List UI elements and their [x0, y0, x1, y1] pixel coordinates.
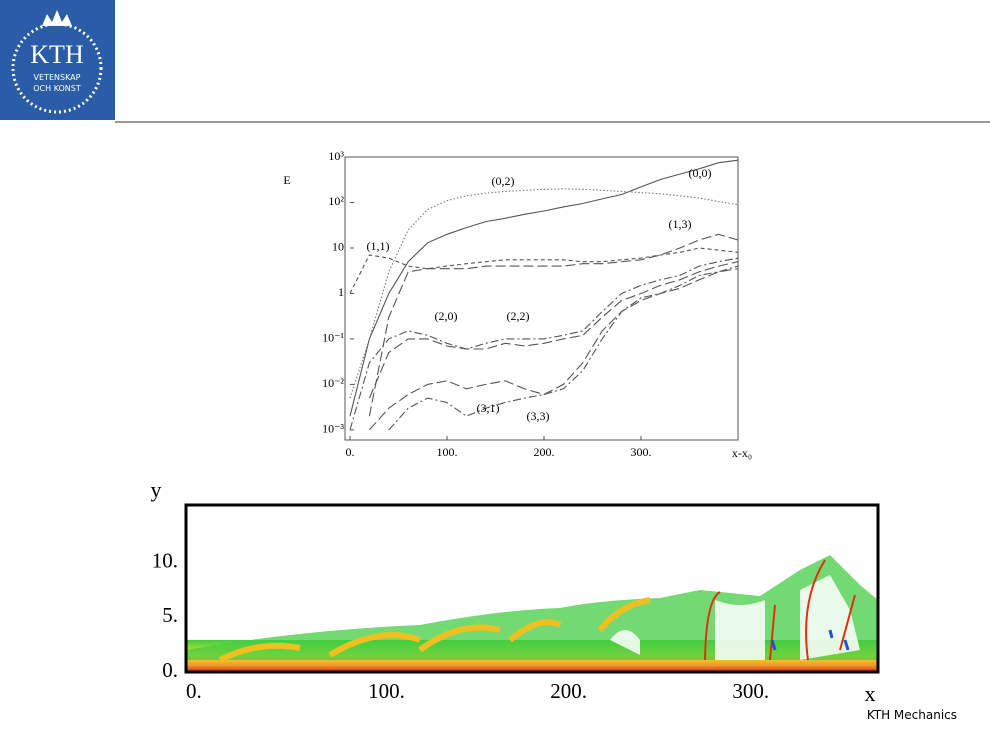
- y-tick-label: 10³: [328, 149, 344, 163]
- y-tick-label: 5.: [162, 603, 178, 627]
- curve-label: (2,0): [435, 309, 458, 323]
- y-axis-label: E: [283, 173, 290, 187]
- curve-label: (2,2): [507, 309, 530, 323]
- logo-line: VETENSKAP: [34, 73, 81, 82]
- x-tick-label: 0.: [186, 679, 202, 703]
- y-tick-label: 0.: [162, 658, 178, 682]
- series-line: [349, 188, 739, 399]
- series-line: [368, 233, 739, 417]
- y-tick-label: 10⁻¹: [322, 331, 344, 345]
- y-axis-label: y: [151, 477, 162, 502]
- series-line: [349, 247, 739, 294]
- y-tick-label: 10: [332, 240, 344, 254]
- x-tick-label: 200.: [550, 679, 587, 703]
- x-tick-label: 200.: [534, 445, 555, 459]
- series-line: [349, 257, 739, 431]
- flow-field: [186, 555, 878, 672]
- plot-frame: [344, 156, 739, 441]
- x-tick-label: 100.: [368, 679, 405, 703]
- logo-title: KTH: [30, 40, 84, 69]
- curve-label: (3,1): [477, 401, 500, 415]
- x-tick-label: 100.: [437, 445, 458, 459]
- series-line: [388, 265, 739, 431]
- y-tick-label: 10²: [328, 194, 344, 208]
- logo-line: OCH KONST: [33, 84, 81, 93]
- plot-frame: [184, 503, 880, 674]
- series-line: [368, 261, 739, 399]
- curve-label: (3,3): [527, 409, 550, 423]
- curve-label: (1,3): [669, 217, 692, 231]
- y-tick-label: 10⁻³: [322, 422, 344, 436]
- y-tick-label: 10.: [152, 549, 178, 573]
- curve-label: (1,1): [367, 239, 390, 253]
- curve-label: (0,2): [492, 174, 515, 188]
- y-tick-label: 10⁻²: [322, 376, 344, 390]
- series-line: [349, 159, 739, 417]
- x-tick-label: 0.: [346, 445, 355, 459]
- y-tick-label: 1: [338, 285, 344, 299]
- footer: KTH Mechanics: [867, 708, 957, 722]
- series-line: [368, 268, 739, 431]
- x-tick-label: 300.: [631, 445, 652, 459]
- logo-crown: [42, 10, 72, 26]
- x-axis-label: x: [865, 681, 876, 706]
- logo-ring: [11, 22, 103, 114]
- x-axis-label: x-x₀: [732, 446, 752, 460]
- curve-label: (0,0): [689, 166, 712, 180]
- x-tick-label: 300.: [732, 679, 769, 703]
